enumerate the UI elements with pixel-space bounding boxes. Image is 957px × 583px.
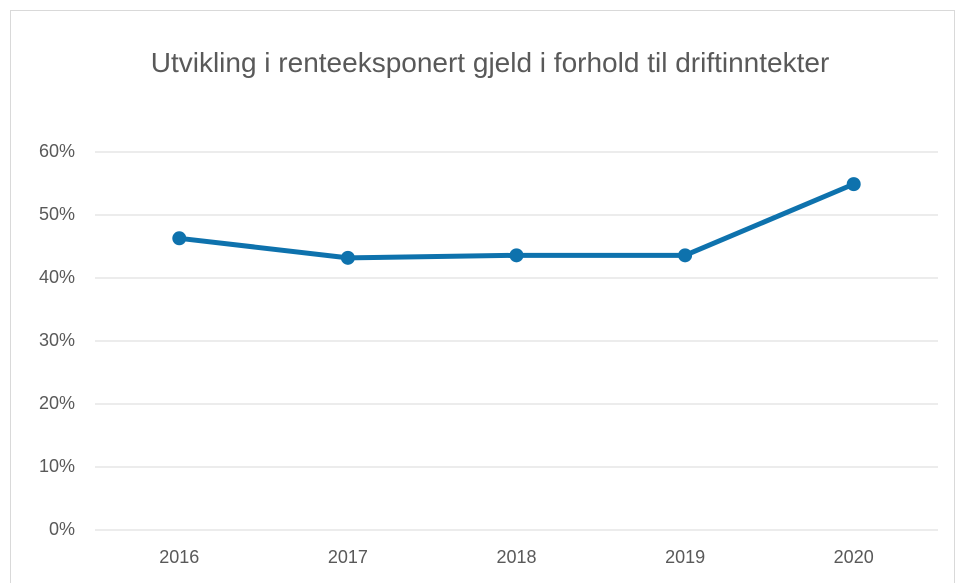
data-point	[846, 177, 861, 192]
y-tick-label: 30%	[39, 330, 75, 350]
y-tick-label: 60%	[39, 141, 75, 161]
x-tick-label: 2019	[665, 547, 705, 567]
chart-title: Utvikling i renteeksponert gjeld i forho…	[150, 47, 830, 78]
x-tick-label: 2016	[159, 547, 199, 567]
data-point	[509, 248, 524, 263]
data-line	[179, 181, 855, 261]
chart-frame	[10, 10, 955, 583]
y-tick-label: 20%	[39, 393, 75, 413]
y-tick-label: 10%	[39, 456, 75, 476]
data-point	[340, 250, 355, 265]
y-tick-label: 40%	[39, 267, 75, 287]
x-tick-label: 2020	[834, 547, 874, 567]
x-tick-label: 2018	[496, 547, 536, 567]
y-tick-label: 50%	[39, 204, 75, 224]
x-tick-label: 2017	[328, 547, 368, 567]
data-point	[678, 248, 693, 263]
y-tick-label: 0%	[49, 519, 75, 539]
data-point	[172, 231, 187, 246]
